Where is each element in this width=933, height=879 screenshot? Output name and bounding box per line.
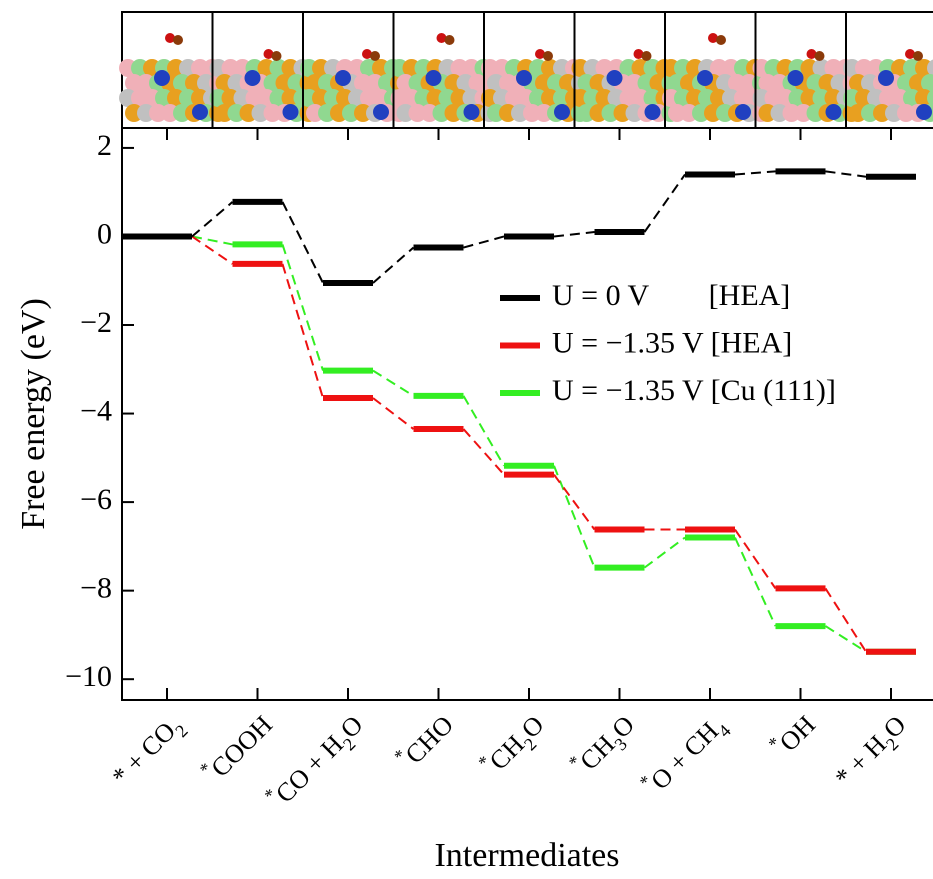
atom	[165, 33, 175, 43]
connector	[553, 231, 595, 238]
y-tick-label: −6	[80, 483, 112, 516]
atom	[913, 51, 923, 61]
x-tick-label: *CH2O	[474, 707, 554, 787]
connector	[825, 170, 867, 178]
structure-images	[119, 11, 933, 129]
x-axis-label: Intermediates	[434, 837, 619, 874]
connector	[734, 170, 776, 176]
connector	[191, 235, 233, 246]
connector	[643, 536, 686, 569]
connector	[281, 201, 324, 284]
atom	[633, 49, 644, 59]
y-tick-label: −8	[80, 572, 112, 605]
y-tick-label: 2	[97, 129, 112, 162]
atom	[282, 104, 299, 120]
atom	[927, 89, 933, 107]
atom	[641, 51, 652, 61]
atom	[697, 70, 713, 86]
connector	[281, 263, 324, 399]
atom	[735, 104, 751, 120]
atom	[916, 104, 932, 120]
x-tick-label: *COOH	[196, 706, 279, 789]
y-tick-label: 0	[97, 217, 112, 250]
connector	[553, 465, 596, 568]
atom	[244, 70, 261, 86]
atom	[606, 70, 623, 86]
atom	[370, 51, 380, 61]
connector	[734, 528, 777, 590]
atom	[535, 49, 545, 59]
y-tick-label: −4	[80, 394, 112, 427]
atom	[543, 51, 553, 61]
x-tick-label: * + CO2	[106, 710, 192, 796]
x-tick-label: * + H2O	[829, 710, 916, 797]
atom	[335, 70, 351, 86]
connector	[553, 474, 596, 531]
connector	[463, 235, 505, 249]
atom	[463, 104, 480, 120]
atom	[362, 49, 372, 59]
atom	[814, 51, 825, 61]
atom	[878, 70, 894, 86]
y-tick-label: −2	[80, 306, 112, 339]
connector	[824, 625, 867, 653]
atom	[425, 70, 442, 86]
atom	[644, 104, 661, 120]
connector	[191, 201, 234, 238]
atom	[927, 59, 933, 77]
atom	[806, 49, 817, 59]
x-tick-label: *CO + H2O	[260, 707, 373, 820]
legend-label: U = −1.35 V [Cu (111)]	[552, 374, 836, 407]
y-axis-label: Free energy (eV)	[15, 298, 52, 530]
x-tick-label: *OH	[764, 706, 821, 763]
connector	[734, 537, 777, 627]
atom	[905, 49, 915, 59]
plot-frame	[121, 127, 933, 701]
atom	[716, 35, 726, 45]
atom	[271, 51, 282, 61]
atom	[436, 33, 447, 43]
atom	[373, 104, 389, 120]
connector	[281, 244, 324, 371]
connector	[824, 587, 867, 653]
connector	[372, 246, 415, 284]
atom	[554, 104, 570, 120]
atom	[154, 70, 170, 86]
connector	[191, 235, 234, 265]
connector	[372, 369, 415, 397]
connector	[462, 428, 505, 476]
atom	[825, 104, 842, 120]
connector	[372, 397, 415, 430]
atom	[516, 70, 532, 86]
x-tick-label: *CH3O	[564, 707, 644, 787]
legend-label: U = −1.35 V [HEA]	[552, 326, 792, 359]
atom	[263, 49, 274, 59]
x-tick-label: *O + CH4	[635, 707, 734, 806]
legend-label: U = 0 V [HEA]	[552, 279, 790, 312]
connector	[643, 173, 686, 233]
atom	[444, 35, 455, 45]
atom	[192, 104, 208, 120]
atom	[708, 33, 718, 43]
atom	[173, 35, 183, 45]
atom	[921, 74, 933, 92]
x-tick-label: *CHO	[390, 707, 459, 776]
y-tick-label: −10	[65, 660, 112, 693]
atom	[787, 70, 804, 86]
connector	[462, 395, 505, 467]
